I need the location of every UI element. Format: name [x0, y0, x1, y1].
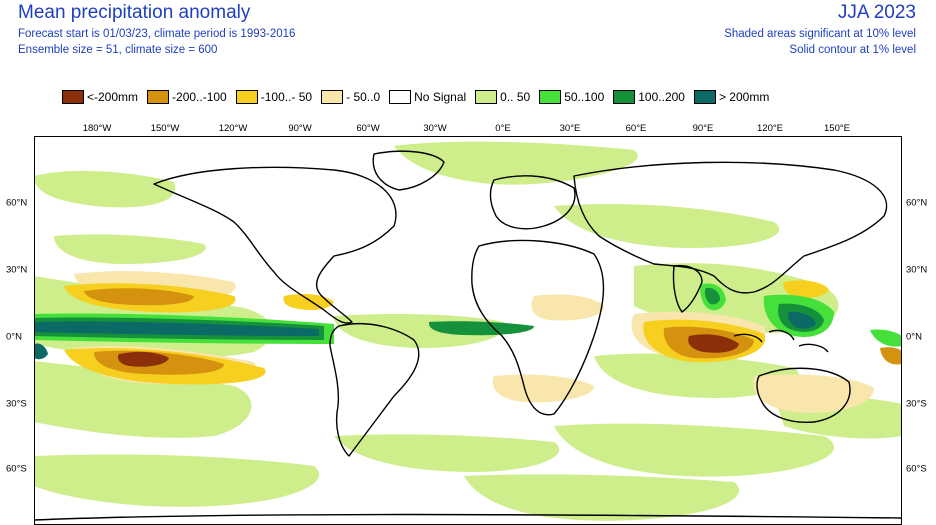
- longitude-label: 120°W: [218, 123, 248, 134]
- legend-swatch: [389, 90, 412, 104]
- significance-contour-note: Solid contour at 1% level: [789, 44, 916, 56]
- legend-item: 100..200: [613, 90, 685, 104]
- season-label: JJA 2023: [837, 2, 916, 23]
- significance-shaded-note: Shaded areas significant at 10% level: [724, 28, 916, 40]
- antarctica-coastline: [34, 513, 902, 521]
- longitude-label: 60°W: [356, 123, 380, 134]
- shade-region: [492, 374, 594, 403]
- asia-coastline: [573, 161, 888, 294]
- ensemble-info: Ensemble size = 51, climate size = 600: [18, 44, 218, 56]
- legend-item: -100..- 50: [235, 90, 313, 104]
- north-america-coastline: [153, 166, 397, 324]
- indonesia-islands-coastline: [733, 329, 829, 353]
- shade-region: [34, 361, 252, 438]
- shade-region: [34, 454, 320, 507]
- latitude-label: 60°N: [906, 197, 928, 209]
- legend-swatch: [613, 90, 636, 104]
- longitude-label: 0°E: [495, 123, 511, 134]
- shade-region: [753, 374, 874, 413]
- legend-item: > 200mm: [693, 90, 770, 104]
- greenland-coastline: [372, 150, 445, 191]
- legend: <-200mm -200..-100 -100..- 50 - 50..0 No…: [62, 89, 778, 105]
- legend-item: - 50..0: [321, 90, 380, 104]
- longitude-label: 180°W: [82, 123, 112, 134]
- shade-region: [554, 203, 780, 248]
- legend-swatch: [475, 90, 498, 104]
- south-america-coastline: [329, 323, 420, 457]
- legend-label: 100..200: [638, 90, 685, 104]
- europe-coastline: [489, 175, 576, 230]
- latitude-label: 0°N: [6, 331, 22, 343]
- legend-label: 0.. 50: [500, 90, 531, 104]
- shade-region: [394, 141, 638, 185]
- latitude-label: 30°N: [906, 264, 928, 276]
- shade-region: [783, 280, 829, 298]
- shade-region: [704, 287, 720, 305]
- longitude-label: 150°W: [150, 123, 180, 134]
- latitude-label: 0°N: [906, 331, 922, 343]
- legend-label: -200..-100: [172, 90, 227, 104]
- longitude-label: 90°E: [692, 123, 714, 134]
- shade-region: [594, 353, 800, 398]
- latitude-label: 60°S: [6, 463, 27, 475]
- anomaly-shading-negative: [64, 280, 902, 385]
- shade-region: [54, 234, 206, 264]
- shade-region: [34, 170, 176, 208]
- shade-region: [688, 334, 739, 353]
- latitude-label: 60°N: [6, 197, 28, 209]
- legend-swatch: [693, 90, 716, 104]
- indian-peninsula-coastline: [672, 264, 703, 313]
- map-title: Mean precipitation anomaly: [18, 2, 251, 23]
- legend-swatch: [321, 90, 344, 104]
- latitude-label: 30°N: [6, 264, 28, 276]
- legend-label: 50..100: [564, 90, 605, 104]
- legend-swatch: [235, 90, 258, 104]
- shade-region: [334, 434, 560, 472]
- legend-swatch: [539, 90, 562, 104]
- legend-item: -200..-100: [147, 90, 227, 104]
- legend-swatch: [147, 90, 170, 104]
- shade-region: [870, 329, 902, 347]
- legend-label: -100..- 50: [260, 90, 313, 104]
- latitude-label: 60°S: [906, 463, 927, 475]
- latitude-label: 30°S: [6, 398, 27, 410]
- shade-region: [428, 321, 534, 336]
- precipitation-anomaly-map: [34, 136, 902, 525]
- legend-label: No Signal: [414, 90, 467, 104]
- legend-item: 0.. 50: [475, 90, 530, 104]
- longitude-label: 30°W: [423, 123, 447, 134]
- shade-region: [34, 343, 48, 360]
- africa-coastline: [471, 239, 605, 416]
- legend-label: <-200mm: [87, 90, 139, 104]
- legend-label: > 200mm: [718, 90, 770, 104]
- shade-region: [34, 321, 319, 336]
- shade-region: [283, 294, 334, 310]
- anomaly-shading-positive: [34, 283, 902, 360]
- legend-item: 50..100: [539, 90, 604, 104]
- longitude-label: 120°E: [757, 123, 783, 134]
- shade-region: [531, 294, 604, 321]
- longitude-label: 90°W: [288, 123, 312, 134]
- shade-region: [880, 347, 902, 365]
- legend-item: No Signal: [389, 90, 466, 104]
- longitude-label: 30°E: [559, 123, 581, 134]
- australia-coastline: [756, 367, 851, 423]
- legend-swatch: [62, 90, 84, 104]
- shade-region: [788, 311, 816, 329]
- shade-region: [554, 423, 834, 477]
- legend-item: <-200mm: [62, 90, 138, 104]
- legend-label: - 50..0: [346, 90, 381, 104]
- longitude-label: 150°E: [824, 123, 850, 134]
- shade-region: [464, 474, 740, 521]
- shade-region: [117, 351, 169, 367]
- longitude-label: 60°E: [625, 123, 647, 134]
- shade-region: [84, 288, 194, 306]
- latitude-label: 30°S: [906, 398, 927, 410]
- forecast-info: Forecast start is 01/03/23, climate peri…: [18, 28, 296, 40]
- coastlines: [34, 150, 902, 521]
